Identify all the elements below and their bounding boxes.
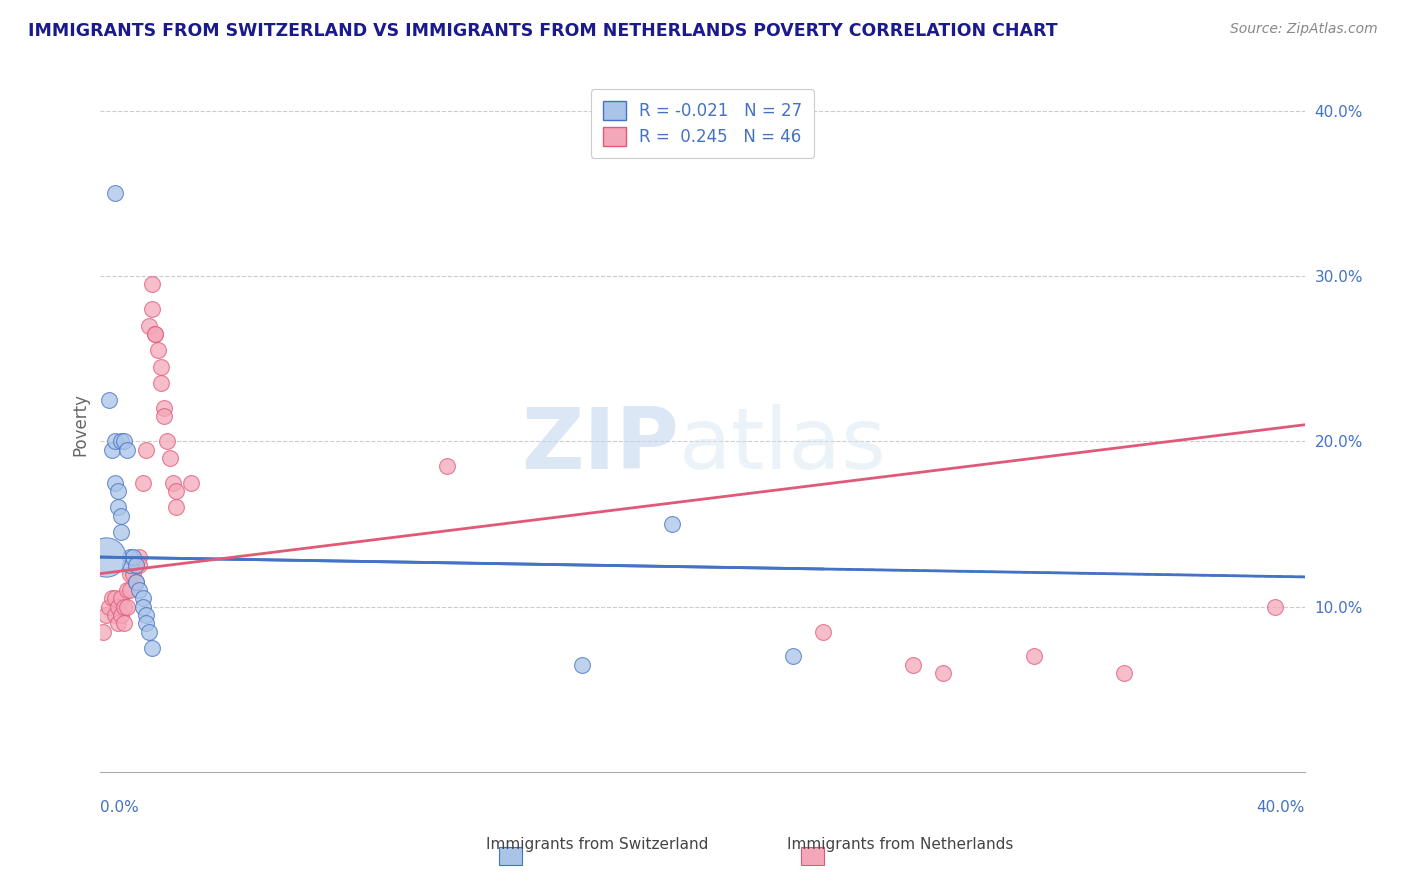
Point [131, 591, 153, 606]
Point [104, 186, 127, 201]
Point [165, 500, 187, 515]
Point [134, 607, 156, 622]
Point [117, 599, 139, 614]
Point [114, 616, 136, 631]
Point [125, 574, 148, 589]
Point [1022, 649, 1045, 664]
Point [141, 641, 163, 656]
Point [104, 434, 127, 449]
Point [104, 607, 127, 622]
Point [117, 442, 139, 457]
Point [107, 483, 129, 498]
Point [159, 450, 181, 465]
Point [122, 566, 145, 581]
Point [120, 566, 142, 581]
Point [110, 434, 132, 449]
Legend: R = -0.021   N = 27, R =  0.245   N = 46: R = -0.021 N = 27, R = 0.245 N = 46 [591, 89, 814, 158]
Point [101, 442, 124, 457]
Point [180, 475, 202, 490]
Text: ZIP: ZIP [520, 404, 679, 487]
Point [436, 459, 458, 474]
Text: atlas: atlas [679, 404, 886, 487]
Point [98, 392, 121, 407]
Point [110, 508, 132, 523]
Point [120, 550, 142, 565]
Point [1112, 665, 1135, 680]
Text: IMMIGRANTS FROM SWITZERLAND VS IMMIGRANTS FROM NETHERLANDS POVERTY CORRELATION C: IMMIGRANTS FROM SWITZERLAND VS IMMIGRANT… [28, 22, 1057, 40]
Point [114, 599, 136, 614]
Point [96, 607, 118, 622]
Point [143, 326, 166, 341]
Text: 0.0%: 0.0% [100, 800, 139, 815]
Point [149, 376, 172, 391]
Text: 40.0%: 40.0% [1257, 800, 1305, 815]
Text: Immigrants from Netherlands: Immigrants from Netherlands [786, 837, 1014, 852]
Point [661, 516, 683, 531]
Point [120, 583, 142, 598]
Point [122, 550, 145, 565]
Point [104, 591, 127, 606]
Point [149, 359, 172, 374]
Point [782, 649, 804, 664]
Point [932, 665, 955, 680]
Point [120, 558, 142, 573]
Point [107, 500, 129, 515]
Point [128, 583, 150, 598]
Point [101, 591, 124, 606]
Point [117, 583, 139, 598]
Point [141, 277, 163, 292]
Point [98, 599, 121, 614]
Point [165, 483, 187, 498]
Point [125, 574, 148, 589]
Point [128, 550, 150, 565]
Point [128, 558, 150, 573]
Point [146, 343, 169, 358]
Y-axis label: Poverty: Poverty [72, 393, 89, 457]
Point [138, 624, 160, 639]
Point [138, 318, 160, 333]
Point [152, 401, 174, 416]
Point [110, 591, 132, 606]
Point [125, 558, 148, 573]
Point [152, 409, 174, 424]
Point [110, 607, 132, 622]
Point [1264, 599, 1286, 614]
Point [571, 657, 593, 672]
Point [110, 525, 132, 540]
Point [141, 301, 163, 316]
Text: Immigrants from Switzerland: Immigrants from Switzerland [486, 837, 709, 852]
Point [134, 616, 156, 631]
Point [811, 624, 834, 639]
Point [125, 558, 148, 573]
Point [114, 434, 136, 449]
Point [104, 475, 127, 490]
Point [134, 442, 156, 457]
Point [155, 434, 177, 449]
Point [96, 550, 118, 565]
Point [162, 475, 184, 490]
Point [107, 616, 129, 631]
Text: Source: ZipAtlas.com: Source: ZipAtlas.com [1230, 22, 1378, 37]
Point [131, 475, 153, 490]
Point [903, 657, 925, 672]
Point [107, 599, 129, 614]
Point [93, 624, 115, 639]
Point [143, 326, 166, 341]
Point [131, 599, 153, 614]
